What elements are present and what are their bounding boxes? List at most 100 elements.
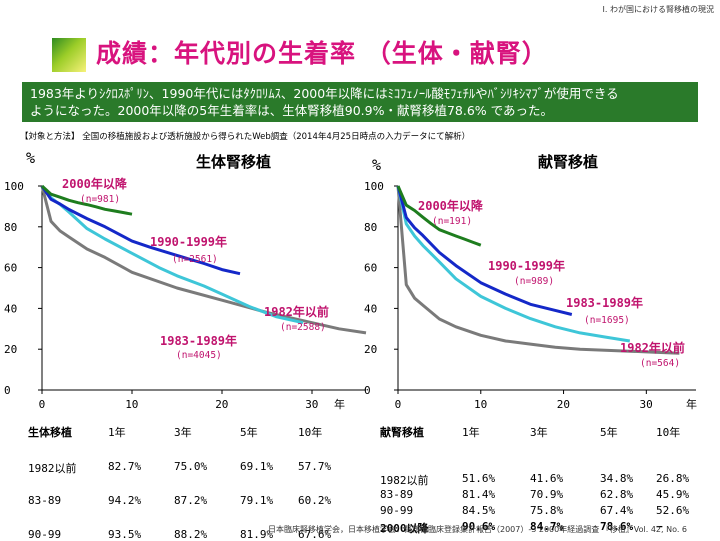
series-line (40, 185, 241, 276)
table-cell: 90-99 (380, 504, 414, 517)
table-header-cell: 1年 (462, 426, 480, 439)
chart-2: 献腎移植% 年 0 20 40 60 80 100 0 10 20 30 2000年以降 (n=191) 1… (364, 153, 697, 411)
table-cell: 26.8% (656, 472, 690, 485)
table-cell: 57.7% (298, 460, 332, 473)
table-cell: 41.6% (530, 472, 564, 485)
series-label: 1982年以前 (620, 340, 685, 355)
y-axis-label: % (372, 156, 381, 174)
series-label: 1983-1989年 (566, 295, 643, 310)
series-label: 1990-1999年 (488, 258, 565, 273)
y-axis-label: % (26, 149, 35, 167)
table-header-cell: 1年 (108, 426, 126, 439)
table-cell: 70.9% (530, 488, 564, 501)
x-axis-label: 年 (686, 397, 697, 411)
table-cell: 52.6% (656, 504, 690, 517)
x-tick-label: 0 (39, 398, 46, 411)
x-tick-label: 30 (305, 398, 318, 411)
table-header-cell: 10年 (298, 426, 323, 439)
y-tick-label: 20 (4, 343, 17, 356)
series-n-label: (n=2588) (280, 322, 326, 333)
y-tick-label: 60 (364, 262, 377, 275)
table-cell: 45.9% (656, 488, 690, 501)
series-label: 1983-1989年 (160, 333, 237, 348)
table-header-cell: 生体移植 (28, 426, 72, 439)
table-header-cell: 5年 (240, 426, 258, 439)
method-note: 【対象と方法】 全国の移植施設および透析施設から得られたWeb調査（2014年4… (20, 132, 471, 142)
table-cell: 1982以前 (380, 474, 429, 487)
series-n-label: (n=2561) (172, 254, 218, 265)
y-tick-label: 40 (364, 302, 377, 315)
table-cell: 83-89 (28, 494, 62, 507)
table-cell: 60.2% (298, 494, 332, 507)
x-tick-label: 30 (640, 398, 653, 411)
y-tick-label: 0 (4, 384, 11, 397)
table-cell: 84.5% (462, 504, 496, 517)
table-cell: 90.6% (462, 520, 496, 533)
table-cell: 90-99 (28, 528, 62, 541)
x-tick-label: 10 (474, 398, 487, 411)
series-line (396, 185, 631, 343)
table-header-cell: 献腎移植 (380, 426, 424, 439)
series-label: 2000年以降 (62, 176, 128, 191)
table-cell: 78.6% (600, 520, 634, 533)
chart-title: 生体腎移植 (196, 153, 271, 171)
table-cell: 87.2% (174, 494, 208, 507)
table-cell: 81.4% (462, 488, 496, 501)
series-line (396, 185, 573, 316)
series-n-label: (n=191) (432, 216, 472, 227)
table-cell: 34.8% (600, 472, 634, 485)
y-tick-label: 60 (4, 262, 17, 275)
table-cell: 82.7% (108, 460, 142, 473)
y-tick-label: 100 (364, 180, 384, 193)
series-line (396, 185, 680, 355)
table-cell: 88.2% (174, 528, 208, 541)
title-block: 成績：年代別の生着率 （生体・献腎） (52, 34, 712, 78)
table-header-cell: 3年 (530, 426, 548, 439)
table-header-cell: 3年 (174, 426, 192, 439)
x-tick-label: 20 (215, 398, 228, 411)
y-tick-label: 100 (4, 180, 24, 193)
table-header-cell: 5年 (600, 426, 618, 439)
x-tick-label: 10 (125, 398, 138, 411)
series-line (40, 185, 367, 335)
y-tick-label: 20 (364, 343, 377, 356)
summary-line-1: 1983年よりｼｸﾛｽﾎﾟﾘﾝ、1990年代にはﾀｸﾛﾘﾑｽ、2000年以降には… (30, 86, 619, 101)
series-n-label: (n=989) (514, 276, 554, 287)
series-label: 1990-1999年 (150, 234, 227, 249)
table-cell: 67.4% (600, 504, 634, 517)
table-cell: − (656, 520, 663, 533)
chart-1: 生体腎移植% 年 0 20 40 60 80 100 0 10 20 30 2000年以降 (n=981)… (4, 149, 367, 411)
y-tick-label: 80 (4, 221, 17, 234)
table-cell: 79.1% (240, 494, 274, 507)
table-header-cell: 10年 (656, 426, 681, 439)
series-n-label: (n=4045) (176, 350, 222, 361)
title-gradient-square (52, 38, 86, 72)
table-cell: 84.7% (530, 520, 564, 533)
series-label: 1982年以前 (264, 304, 329, 319)
y-tick-label: 40 (4, 302, 17, 315)
table-cell: 1982以前 (28, 462, 77, 475)
x-axis-label: 年 (334, 397, 345, 411)
x-tick-label: 20 (557, 398, 570, 411)
table-cell: 83-89 (380, 488, 414, 501)
series-n-label: (n=564) (640, 358, 680, 369)
table-cell: 69.1% (240, 460, 274, 473)
summary-box: 1983年よりｼｸﾛｽﾎﾟﾘﾝ、1990年代にはﾀｸﾛﾘﾑｽ、2000年以降には… (22, 82, 698, 122)
table-cell: 75.0% (174, 460, 208, 473)
table-cell: 94.2% (108, 494, 142, 507)
series-label: 2000年以降 (418, 198, 484, 213)
table-cell: 62.8% (600, 488, 634, 501)
table-cell: 93.5% (108, 528, 142, 541)
page-title: 成績：年代別の生着率 （生体・献腎） (96, 39, 548, 68)
y-tick-label: 80 (364, 221, 377, 234)
table-cell: 2000以降 (380, 522, 429, 535)
table-cell: 67.6% (298, 528, 332, 541)
summary-line-2: ようになった。2000年以降の5年生着率は、生体腎移植90.9%・献腎移植78.… (30, 103, 554, 118)
series-n-label: (n=1695) (584, 315, 630, 326)
series-line (396, 185, 482, 247)
y-tick-label: 0 (364, 384, 371, 397)
footer-citation: 日本臨床腎移植学会，日本移植学会：腎移植臨床登録集計報告（2007）-3 200… (268, 525, 688, 534)
section-label: Ⅰ. わが国における腎移植の現況 (602, 5, 714, 14)
table-cell: 81.9% (240, 528, 274, 541)
